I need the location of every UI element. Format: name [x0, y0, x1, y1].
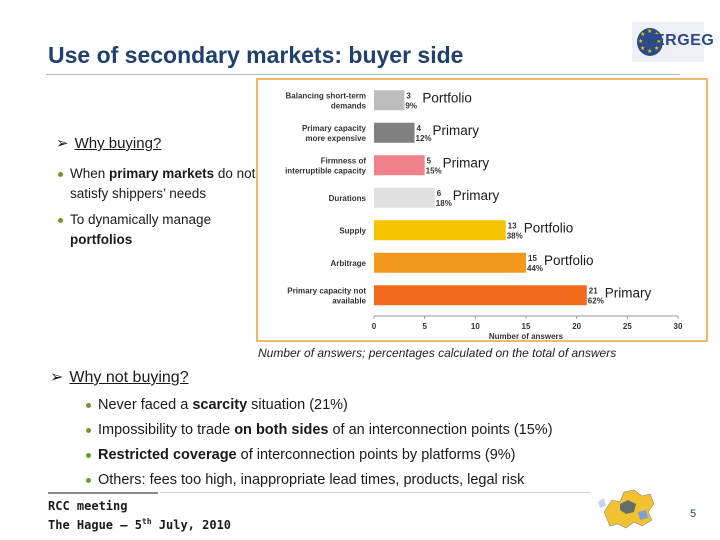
value-label: 15	[528, 254, 537, 263]
bar-chart: 0 5 10 15 20 25 30 Number of answers Balancing s…	[285, 90, 683, 341]
percent-label: 12%	[416, 134, 432, 143]
bar	[374, 187, 435, 208]
why-not-buying-item: Restricted coverage of interconnection p…	[84, 445, 684, 465]
percent-label: 62%	[588, 296, 604, 305]
arrow-bullet-icon: ➢	[50, 369, 64, 386]
bar	[374, 155, 425, 176]
why-buying-bullet-1: When primary markets do not satisfy ship…	[56, 164, 256, 204]
x-tick-label: 20	[572, 322, 581, 331]
bar-annotation: Primary	[605, 285, 652, 300]
category-label: Firmness of interruptible capacity	[285, 156, 366, 175]
bar-annotation: Primary	[453, 188, 500, 203]
why-not-buying-item: Never faced a scarcity situation (21%)	[84, 395, 684, 415]
value-label: 6	[437, 189, 442, 198]
percent-label: 38%	[507, 231, 523, 240]
category-label: Balancing short-term demands	[286, 91, 367, 110]
bar-annotation: Portfolio	[422, 90, 472, 105]
why-buying-bullet-2: To dynamically manage portfolios	[56, 210, 256, 250]
chart-note: Number of answers; percentages calculate…	[258, 346, 617, 360]
percent-label: 15%	[426, 166, 442, 175]
arrow-bullet-icon: ➢	[56, 135, 69, 152]
bar	[374, 252, 526, 273]
bar-annotation: Primary	[433, 123, 480, 138]
bar	[374, 90, 405, 111]
europe-map-icon	[598, 489, 655, 529]
value-label: 5	[427, 156, 432, 165]
page-number: 5	[690, 508, 697, 520]
footer-divider	[48, 492, 158, 494]
eu-stars-icon: ★ ★ ★ ★ ★ ★ ★ ★	[637, 28, 663, 56]
category-label: Supply	[339, 226, 366, 235]
bar	[374, 122, 415, 143]
x-tick-label: 5	[422, 322, 427, 331]
footer-divider-light	[160, 492, 590, 493]
x-tick-label: 0	[372, 322, 377, 331]
bar	[374, 220, 506, 241]
x-axis-label: Number of answers	[489, 332, 564, 341]
x-tick-label: 25	[623, 322, 632, 331]
percent-label: 18%	[436, 199, 452, 208]
category-label: Primary capacity not available	[287, 286, 366, 305]
bar	[374, 285, 587, 306]
logo-text: ERGEG	[654, 32, 715, 49]
percent-label: 9%	[405, 101, 417, 110]
slide-title: Use of secondary markets: buyer side	[48, 42, 464, 68]
x-tick-label: 30	[674, 322, 683, 331]
footer-line-1: RCC meeting	[48, 499, 128, 513]
why-not-buying-item: Others: fees too high, inappropriate lea…	[84, 470, 684, 490]
category-label: Primary capacity more expensive	[302, 124, 367, 143]
value-label: 21	[589, 286, 598, 295]
category-label: Arbitrage	[330, 259, 366, 268]
title-divider	[46, 74, 680, 75]
why-buying-section: ➢ Why buying? When primary markets do not…	[56, 134, 256, 250]
ergeg-logo: ★ ★ ★ ★ ★ ★ ★ ★ ERGEG	[632, 22, 714, 62]
bar-annotation: Portfolio	[544, 253, 594, 268]
bar-annotation: Portfolio	[524, 220, 574, 235]
percent-label: 44%	[527, 264, 543, 273]
value-label: 13	[508, 221, 517, 230]
footer-meeting-info: RCC meeting The Hague – 5th July, 2010	[48, 498, 231, 533]
why-not-buying-list: Never faced a scarcity situation (21%) Im…	[84, 390, 684, 490]
x-tick-label: 10	[471, 322, 480, 331]
value-label: 3	[406, 91, 411, 100]
category-label: Durations	[329, 194, 367, 203]
x-tick-label: 15	[522, 322, 531, 331]
bar-annotation: Primary	[443, 155, 490, 170]
why-buying-heading: ➢ Why buying?	[56, 135, 162, 152]
why-not-buying-item: Impossibility to trade on both sides of …	[84, 420, 684, 440]
why-not-buying-heading: ➢ Why not buying?	[50, 369, 189, 386]
footer-line-2: The Hague – 5th July, 2010	[48, 517, 232, 532]
value-label: 4	[417, 124, 422, 133]
